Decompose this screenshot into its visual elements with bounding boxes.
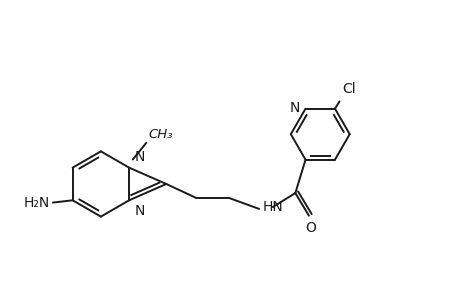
Text: Cl: Cl <box>341 82 355 96</box>
Text: O: O <box>305 221 315 235</box>
Text: H₂N: H₂N <box>24 196 50 209</box>
Text: CH₃: CH₃ <box>148 128 173 141</box>
Text: N: N <box>135 150 145 164</box>
Text: N: N <box>289 101 299 115</box>
Text: N: N <box>134 204 145 218</box>
Text: HN: HN <box>262 200 283 214</box>
